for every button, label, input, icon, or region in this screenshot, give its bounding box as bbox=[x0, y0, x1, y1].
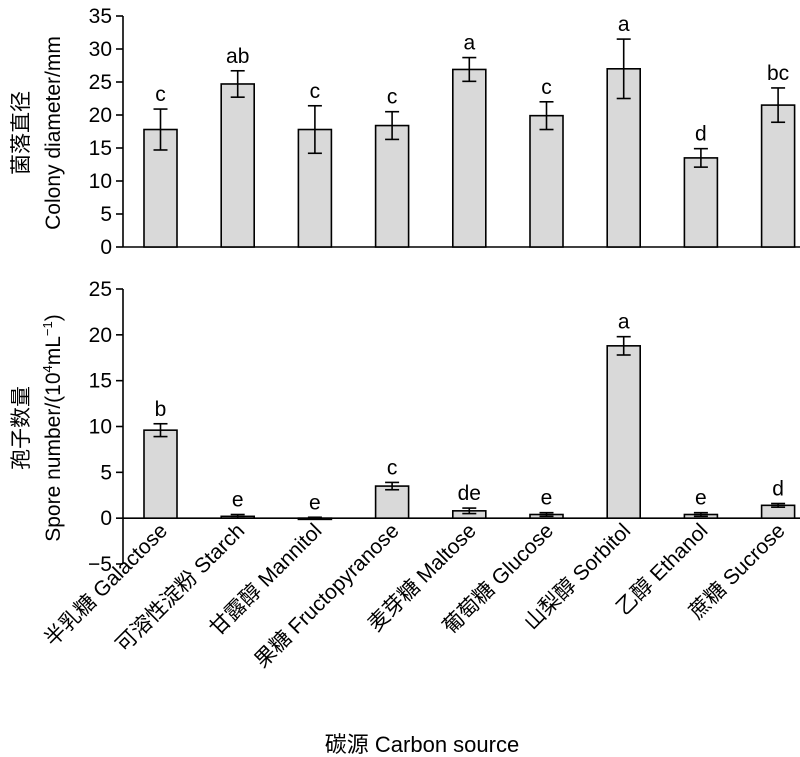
colony-bar bbox=[451, 68, 487, 248]
spore-significance-label: de bbox=[458, 482, 481, 505]
colony-ytick-label: 0 bbox=[100, 236, 112, 259]
colony-significance-label: c bbox=[155, 83, 166, 106]
spore-ylabel-pre: Spore number/(10 bbox=[42, 372, 65, 541]
spore-ylabel-mid: mL bbox=[42, 336, 65, 365]
colony-ytick-label: 10 bbox=[89, 170, 112, 193]
spore-significance-label: e bbox=[309, 491, 321, 514]
colony-significance-label: d bbox=[695, 123, 707, 146]
colony-significance-label: a bbox=[618, 13, 630, 36]
colony-significance-label: ab bbox=[226, 45, 249, 68]
colony-ytick-label: 15 bbox=[89, 137, 112, 160]
spore-ylabel-sup2: −1 bbox=[40, 321, 55, 336]
category-label: 果糖 Fructopyranose bbox=[250, 519, 403, 672]
spore-significance-label: e bbox=[541, 487, 553, 510]
spore-number-panel: −5 0 5 10 15 20 25 b e e c de e a e d bbox=[88, 278, 800, 576]
spore-significance-label: a bbox=[618, 311, 630, 334]
spore-significance-label: c bbox=[387, 456, 398, 479]
spore-number-ylabel-en: Spore number/(104mL−1) bbox=[40, 314, 65, 542]
spore-ytick-label: −5 bbox=[88, 553, 112, 576]
spore-significance-label: b bbox=[155, 398, 167, 421]
colony-bar bbox=[374, 124, 410, 248]
spore-ytick-label: 10 bbox=[89, 416, 112, 439]
colony-diameter-panel: 0 5 10 15 20 25 30 35 c ab c c a c a d bc bbox=[89, 5, 800, 259]
spore-bar bbox=[606, 345, 642, 519]
colony-ytick-label: 30 bbox=[89, 38, 112, 61]
colony-ytick-label: 20 bbox=[89, 104, 112, 127]
colony-ytick-label: 25 bbox=[89, 71, 112, 94]
x-axis-label: 碳源 Carbon source bbox=[325, 732, 519, 757]
colony-bar bbox=[760, 104, 796, 248]
spore-ylabel-post: ) bbox=[42, 314, 65, 321]
colony-significance-label: c bbox=[310, 80, 321, 103]
category-label: 可溶性淀粉 Starch bbox=[112, 519, 250, 657]
colony-bar bbox=[529, 114, 564, 248]
colony-ytick-label: 35 bbox=[89, 5, 112, 28]
colony-significance-label: c bbox=[541, 76, 552, 99]
colony-significance-label: bc bbox=[767, 62, 789, 85]
spore-significance-label: e bbox=[695, 487, 707, 510]
colony-diameter-ylabel-cn: 菌落直径 bbox=[10, 91, 33, 175]
spore-bar bbox=[143, 429, 178, 519]
spore-ylabel-sup1: 4 bbox=[40, 365, 55, 372]
colony-ytick-label: 5 bbox=[100, 203, 112, 226]
spore-bar bbox=[374, 485, 410, 519]
spore-number-ylabel-cn: 孢子数量 bbox=[10, 386, 33, 470]
spore-ytick-label: 20 bbox=[89, 324, 112, 347]
spore-significance-label: e bbox=[232, 489, 244, 512]
spore-ytick-label: 25 bbox=[89, 278, 112, 301]
spore-significance-label: d bbox=[772, 478, 784, 501]
colony-significance-label: c bbox=[387, 86, 398, 109]
colony-bar bbox=[683, 157, 719, 248]
spore-ytick-label: 5 bbox=[100, 461, 112, 484]
colony-diameter-ylabel-en: Colony diameter/mm bbox=[42, 36, 65, 230]
spore-ytick-label: 0 bbox=[100, 507, 112, 530]
colony-significance-label: a bbox=[463, 32, 475, 55]
spore-ytick-label: 15 bbox=[89, 370, 112, 393]
colony-bar bbox=[220, 83, 255, 248]
